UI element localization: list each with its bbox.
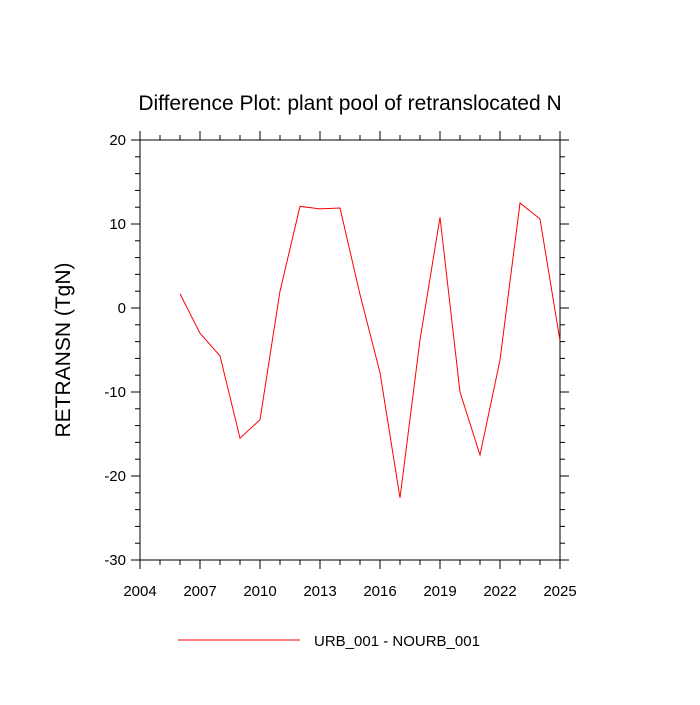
y-tick-label: -20 [104,468,126,485]
x-tick-label: 2022 [483,583,516,600]
x-tick-label: 2013 [303,583,336,600]
chart-title: Difference Plot: plant pool of retranslo… [138,92,561,115]
x-tick-label: 2010 [243,583,276,600]
y-tick-label: 0 [118,300,126,317]
series-line [179,202,561,498]
legend-label: URB_001 - NOURB_001 [314,633,480,650]
y-tick-label: 20 [109,132,126,149]
x-tick-label: 2007 [183,583,216,600]
plot-border [139,139,561,561]
x-tick-label: 2025 [543,583,576,600]
plot-frame [139,139,561,561]
y-tick-label: -30 [104,552,126,569]
legend: URB_001 - NOURB_001 [178,633,480,650]
y-tick-label: -10 [104,384,126,401]
x-tick-label: 2016 [363,583,396,600]
x-tick-label: 2004 [123,583,156,600]
y-axis: 20 10 0 -10 -20 -30 [104,132,569,569]
y-tick-label: 10 [109,216,126,233]
y-axis-title: RETRANSN (TgN) [52,262,75,437]
x-axis: 2004 2007 2010 2013 2016 2019 2022 2025 [123,131,577,600]
x-tick-label: 2019 [423,583,456,600]
series-group [179,202,561,498]
